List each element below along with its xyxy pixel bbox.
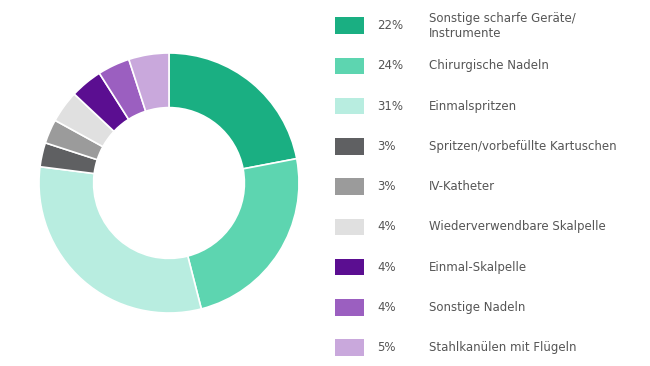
Text: 4%: 4% bbox=[377, 261, 396, 274]
FancyBboxPatch shape bbox=[335, 98, 364, 114]
Text: 3%: 3% bbox=[377, 140, 395, 153]
Text: Einmal-Skalpelle: Einmal-Skalpelle bbox=[429, 261, 527, 274]
Text: Wiederverwendbare Skalpelle: Wiederverwendbare Skalpelle bbox=[429, 220, 606, 234]
Wedge shape bbox=[39, 167, 202, 313]
FancyBboxPatch shape bbox=[335, 17, 364, 34]
FancyBboxPatch shape bbox=[335, 259, 364, 275]
Text: Sonstige Nadeln: Sonstige Nadeln bbox=[429, 301, 525, 314]
Text: Spritzen/vorbefüllte Kartuschen: Spritzen/vorbefüllte Kartuschen bbox=[429, 140, 617, 153]
Wedge shape bbox=[188, 158, 299, 309]
FancyBboxPatch shape bbox=[335, 219, 364, 235]
Wedge shape bbox=[46, 120, 103, 160]
Wedge shape bbox=[74, 73, 129, 131]
Text: Stahlkanülen mit Flügeln: Stahlkanülen mit Flügeln bbox=[429, 341, 577, 354]
Text: 3%: 3% bbox=[377, 180, 395, 193]
Text: Sonstige scharfe Geräte/
Instrumente: Sonstige scharfe Geräte/ Instrumente bbox=[429, 12, 576, 40]
Text: 24%: 24% bbox=[377, 59, 403, 72]
Text: IV-Katheter: IV-Katheter bbox=[429, 180, 495, 193]
Wedge shape bbox=[99, 59, 146, 119]
Text: 31%: 31% bbox=[377, 100, 403, 113]
FancyBboxPatch shape bbox=[335, 299, 364, 315]
Text: 5%: 5% bbox=[377, 341, 395, 354]
Text: 4%: 4% bbox=[377, 220, 396, 234]
Text: Chirurgische Nadeln: Chirurgische Nadeln bbox=[429, 59, 549, 72]
Text: 4%: 4% bbox=[377, 301, 396, 314]
FancyBboxPatch shape bbox=[335, 340, 364, 356]
Wedge shape bbox=[40, 143, 98, 173]
Text: Einmalspritzen: Einmalspritzen bbox=[429, 100, 517, 113]
FancyBboxPatch shape bbox=[335, 178, 364, 195]
Wedge shape bbox=[55, 94, 114, 147]
Wedge shape bbox=[169, 53, 296, 169]
FancyBboxPatch shape bbox=[335, 138, 364, 154]
Wedge shape bbox=[129, 53, 169, 111]
Text: 22%: 22% bbox=[377, 19, 403, 32]
FancyBboxPatch shape bbox=[335, 57, 364, 74]
